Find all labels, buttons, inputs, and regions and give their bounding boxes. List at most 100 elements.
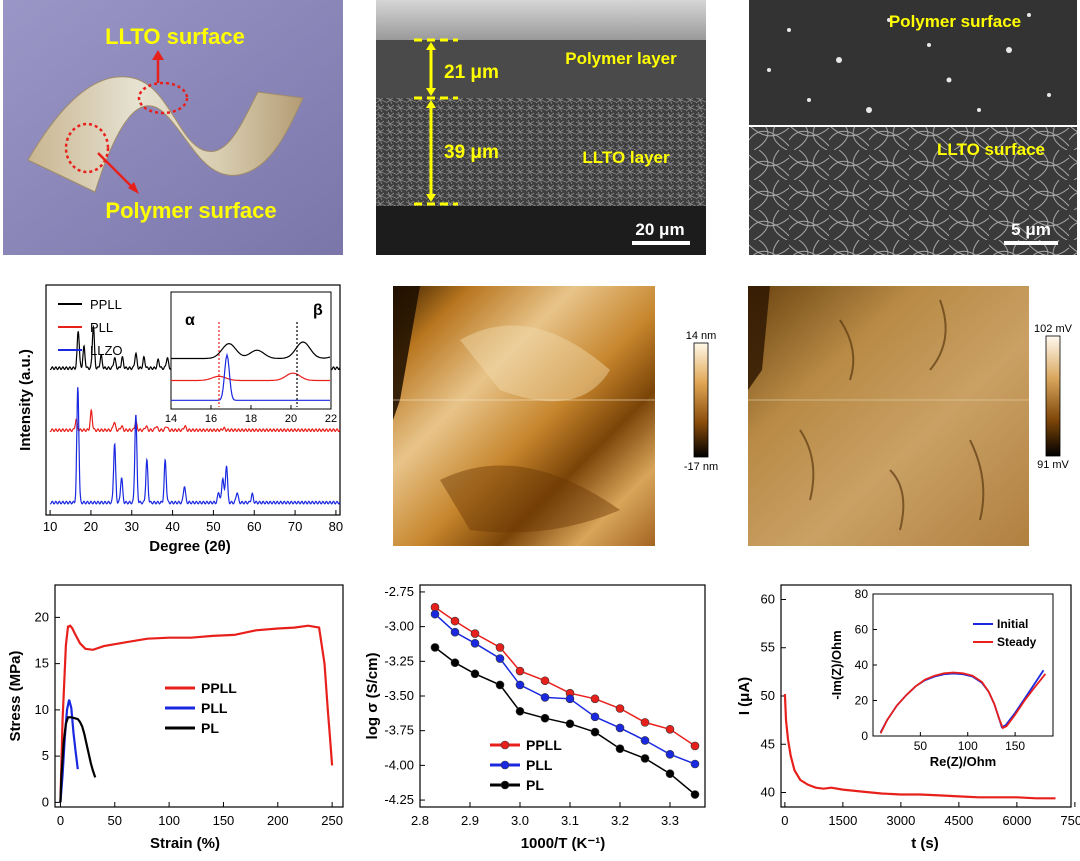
ar-series-line	[434, 646, 696, 796]
xrd-xtick-label: 80	[329, 519, 343, 534]
xrd-xtick-label: 40	[165, 519, 179, 534]
afm-potential-colorbar	[1045, 335, 1061, 457]
eis-inset-frame	[872, 593, 1054, 737]
it-xtick-label: 0	[781, 813, 788, 828]
ar-data-point	[470, 638, 480, 648]
ss-ytick-label: 10	[35, 702, 49, 717]
xrd-inset-annotation: β	[313, 302, 323, 319]
eis-ylabel: -Im(Z)/Ohm	[829, 630, 844, 699]
eis-ytick-label: 80	[855, 587, 869, 601]
xrd-series-pll	[49, 408, 341, 433]
ar-xtick-label: 2.8	[411, 813, 429, 828]
eis-ytick-label: 60	[855, 623, 869, 637]
ar-data-point	[615, 744, 625, 754]
eis-xtick-label: 50	[914, 739, 928, 753]
ss-ytick-label: 20	[35, 609, 49, 624]
ar-data-point	[450, 658, 460, 667]
ss-xtick-label: 200	[267, 813, 289, 828]
eis-ytick-label: 20	[855, 694, 869, 708]
ar-data-point	[495, 654, 505, 663]
it-xtick-label: 6000	[1002, 813, 1031, 828]
ar-data-point	[690, 790, 700, 799]
xrd-legend-label: PPLL	[90, 297, 122, 312]
afm-height-max: 14 nm	[686, 330, 717, 342]
ar-data-point	[540, 676, 550, 686]
ar-xtick-label: 2.9	[461, 813, 479, 828]
xrd-inset-series-pll	[171, 372, 330, 382]
xrd-inset-xtick-label: 16	[205, 413, 217, 425]
ar-ytick-label: -4.25	[384, 792, 414, 807]
it-series-line	[783, 694, 1056, 800]
it-ylabel: I (μA)	[736, 677, 753, 715]
afm-height-image: 14 nm -17 nm	[393, 286, 718, 546]
ar-data-point	[515, 666, 525, 676]
xrd-xlabel: Degree (2θ)	[149, 538, 230, 555]
ar-data-point	[430, 609, 440, 619]
thickness-markers	[414, 38, 458, 206]
ar-data-point	[590, 727, 600, 737]
eis-series-line	[879, 671, 1047, 734]
stress-strain-chart-panel: 0 50 100 150 200 250 0 5 10 15 20 PPLL PLL PL Strain …	[0, 580, 355, 856]
ar-data-point	[665, 769, 675, 778]
xrd-inset-series-ppll	[171, 341, 331, 360]
ar-legend-marker	[500, 760, 510, 770]
ar-ytick-label: -3.25	[384, 653, 414, 668]
photo-panel: LLTO surface Polymer surface	[3, 0, 343, 255]
it-xtick-label: 7500	[1060, 813, 1080, 828]
xrd-inset-xtick-label: 20	[285, 413, 297, 425]
it-xtick-label: 1500	[828, 813, 857, 828]
it-xlabel: t (s)	[911, 835, 939, 852]
polymer-surface-label: Polymer surface	[105, 198, 276, 223]
eis-legend-label: Initial	[997, 617, 1028, 631]
it-xtick-label: 3000	[886, 813, 915, 828]
ar-xtick-label: 3.2	[611, 813, 629, 828]
ar-legend-label: PLL	[526, 757, 553, 773]
afm-potential-image: 102 mV 91 mV	[748, 286, 1073, 546]
arrhenius-chart-panel: 2.8 2.9 3.0 3.1 3.2 3.3 -2.75 -3.00 -3.25 -3.50 -3…	[355, 580, 725, 856]
scale-bar-sem	[1004, 241, 1058, 245]
ar-data-point	[470, 669, 480, 679]
it-ytick-label: 45	[761, 736, 775, 751]
xrd-frame	[45, 284, 341, 516]
arrhenius-chart: 2.8 2.9 3.0 3.1 3.2 3.3 -2.75 -3.00 -3.25 -3.50 -3…	[364, 584, 706, 852]
eis-xtick-label: 150	[1005, 739, 1025, 753]
ar-ytick-label: -3.00	[384, 619, 414, 634]
ar-data-point	[590, 712, 600, 722]
ss-xtick-label: 250	[321, 813, 343, 828]
xrd-xtick-label: 30	[125, 519, 139, 534]
scale-bar	[632, 241, 690, 245]
afm-potential-panel: 102 mV 91 mV	[740, 280, 1080, 550]
ss-series-line	[59, 624, 334, 803]
ar-xtick-label: 3.3	[661, 813, 679, 828]
llto-thickness-label: 39 μm	[444, 142, 499, 163]
ar-data-point	[565, 719, 575, 729]
xrd-inset-xtick-label: 14	[165, 413, 177, 425]
eis-legend-label: Steady	[997, 635, 1037, 649]
xrd-xtick-label: 60	[247, 519, 261, 534]
eis-ytick-label: 0	[861, 729, 868, 743]
ar-data-point	[450, 616, 460, 626]
afm-potential-min: 91 mV	[1037, 459, 1069, 471]
sem-cross-section-image: 21 μm 39 μm Polymer layer LLTO layer 20 …	[376, 0, 706, 255]
ss-xtick-label: 0	[57, 813, 64, 828]
xrd-series-llzo	[49, 387, 341, 505]
it-ytick-label: 55	[761, 640, 775, 655]
polymer-layer-label: Polymer layer	[565, 49, 677, 68]
current-time-chart-panel: 0150030004500600075004045505560 50100150…	[725, 580, 1080, 856]
ar-data-point	[640, 736, 650, 745]
ss-ytick-label: 0	[42, 794, 49, 809]
ss-ylabel: Stress (MPa)	[7, 651, 24, 742]
ss-series-line	[59, 716, 97, 803]
xrd-chart: 10 20 30 40 50 60 70 80 PPLL PLL LLZO 14 16 18 20 22 α…	[17, 284, 343, 555]
ss-ytick-label: 5	[42, 748, 49, 763]
xrd-inset-frame	[170, 291, 332, 410]
ar-data-point	[430, 643, 440, 652]
sem-surfaces-image: Polymer surface LLTO surface 5 μm	[749, 0, 1077, 255]
ar-data-point	[495, 643, 505, 652]
polymer-arrow	[97, 152, 134, 189]
ar-data-point	[640, 754, 650, 763]
ar-data-point	[515, 706, 525, 716]
current-time-chart: 0150030004500600075004045505560 50100150…	[736, 584, 1080, 852]
xrd-legend-label: PLL	[90, 320, 113, 335]
sem-surfaces-panel: Polymer surface LLTO surface 5 μm	[749, 0, 1077, 255]
